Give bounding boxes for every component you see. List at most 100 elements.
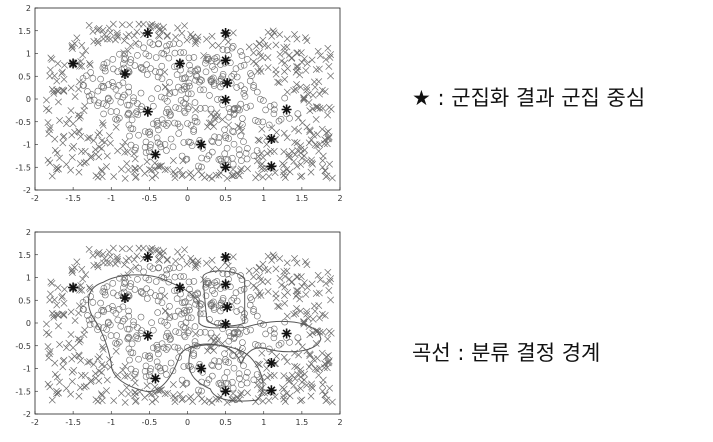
cross-point (106, 139, 114, 147)
circle-point (154, 139, 162, 146)
cross-point (130, 374, 138, 382)
boundary-curve (188, 344, 264, 402)
cross-point (121, 148, 129, 156)
circle-point (147, 141, 155, 148)
cross-point (95, 248, 103, 256)
circle-point (158, 93, 165, 101)
cross-point (60, 87, 68, 95)
cross-point (152, 246, 160, 254)
cross-point (124, 148, 132, 156)
cross-point (284, 64, 292, 72)
cross-point (218, 116, 226, 123)
cross-point (156, 32, 163, 40)
cross-point (145, 165, 153, 173)
cross-point (130, 150, 138, 158)
circle-point (246, 77, 254, 85)
cross-point (321, 167, 329, 175)
cross-point (272, 66, 280, 74)
cluster-center-star (222, 302, 233, 313)
cluster-center-star (142, 27, 153, 39)
circle-point (253, 371, 261, 378)
circle-point (141, 352, 149, 359)
y-tick-label: 2 (26, 228, 31, 237)
circle-point (224, 156, 232, 163)
circle-point (175, 354, 182, 361)
circle-point (209, 138, 216, 146)
circle-point (166, 265, 173, 272)
circle-point (130, 318, 137, 325)
circle-point (262, 330, 269, 338)
circle-point (219, 46, 227, 53)
cross-point (325, 287, 333, 294)
circle-point (270, 110, 278, 118)
cross-point (146, 21, 154, 29)
cross-point (152, 22, 160, 30)
cross-point (68, 41, 76, 49)
circle-point (94, 311, 102, 319)
cross-point (215, 42, 223, 50)
circle-point (160, 120, 168, 127)
circle-point (134, 275, 141, 283)
circle-point (132, 334, 139, 341)
cross-point (264, 278, 272, 285)
circle-point (146, 263, 154, 270)
circle-point (270, 325, 278, 333)
circle-point (194, 65, 201, 73)
cross-point (132, 39, 140, 47)
circle-point (172, 328, 179, 335)
cross-point (60, 356, 68, 364)
circle-point (260, 97, 267, 104)
circle-point (214, 320, 221, 327)
circle-point (190, 54, 198, 61)
circle-point (223, 368, 231, 376)
cluster-center-star (174, 282, 185, 293)
circle-point (99, 64, 107, 71)
cross-point (169, 157, 177, 164)
cross-point (314, 271, 322, 279)
cross-point (327, 51, 335, 59)
circle-point (103, 326, 110, 333)
cross-point (280, 161, 288, 169)
y-tick-label: -2 (23, 186, 31, 195)
cross-point (92, 172, 100, 180)
cross-point (316, 104, 324, 112)
cross-point (312, 339, 320, 347)
cross-point (245, 267, 253, 275)
cross-point (53, 166, 61, 174)
circle-point (86, 321, 94, 328)
cross-point (176, 390, 184, 398)
cluster-center-star (150, 149, 161, 160)
x-tick-label: 0.5 (219, 194, 232, 203)
circle-point (277, 116, 285, 123)
circle-point (139, 66, 147, 73)
cross-point (235, 396, 243, 404)
cross-point (307, 136, 315, 144)
cross-point (125, 390, 132, 398)
circle-point (240, 314, 248, 321)
cross-point (286, 392, 294, 400)
circle-point (230, 106, 238, 114)
cross-point (130, 256, 138, 264)
y-tick-label: 0.5 (18, 72, 31, 81)
cross-point (250, 282, 258, 290)
circle-point (110, 289, 117, 297)
circle-point (230, 70, 238, 78)
cross-point (110, 397, 118, 405)
cross-point (321, 88, 329, 95)
cross-point (259, 397, 267, 405)
circle-point (247, 102, 254, 110)
circle-point (277, 340, 285, 347)
cross-point (237, 391, 244, 399)
cross-point (259, 153, 267, 161)
cross-point (312, 103, 320, 111)
cross-point (326, 277, 334, 285)
cross-point (285, 377, 293, 385)
cross-point (283, 166, 291, 173)
circle-point (240, 90, 248, 97)
circle-point (182, 324, 189, 332)
circle-point (152, 292, 159, 299)
circle-point (204, 278, 212, 285)
cross-point (67, 331, 75, 338)
circle-point (180, 139, 188, 146)
cross-point (293, 139, 301, 147)
